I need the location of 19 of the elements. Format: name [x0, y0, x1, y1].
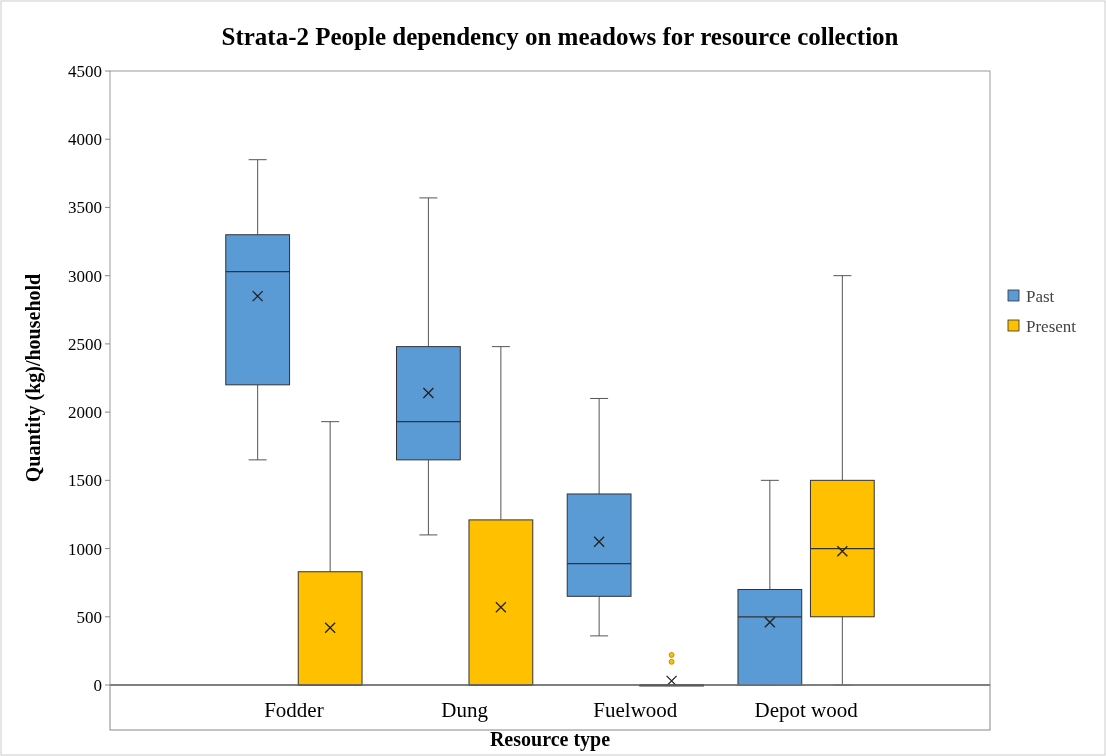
chart-title: Strata-2 People dependency on meadows for resource collection [221, 23, 899, 50]
y-tick-label: 500 [76, 607, 102, 627]
y-tick-label: 4500 [68, 61, 102, 81]
legend-label: Present [1026, 316, 1077, 336]
y-tick-label: 3500 [68, 198, 102, 218]
y-tick-label: 4000 [68, 130, 102, 150]
y-tick-label: 2000 [68, 403, 102, 423]
y-axis-title: Quantity (kg)/household [22, 273, 45, 483]
legend-label: Past [1026, 286, 1055, 306]
x-tick-label: Depot wood [754, 698, 859, 722]
y-tick-label: 3000 [68, 266, 102, 286]
x-tick-label: Fuelwood [593, 698, 678, 722]
y-tick-label: 1000 [68, 539, 102, 559]
x-tick-label: Fodder [264, 698, 324, 722]
x-axis-title: Resource type [489, 728, 611, 751]
y-tick-label: 2500 [68, 334, 102, 354]
y-tick-label: 1500 [68, 471, 102, 491]
y-tick-label: 0 [93, 675, 102, 695]
x-tick-label: Dung [441, 698, 489, 722]
